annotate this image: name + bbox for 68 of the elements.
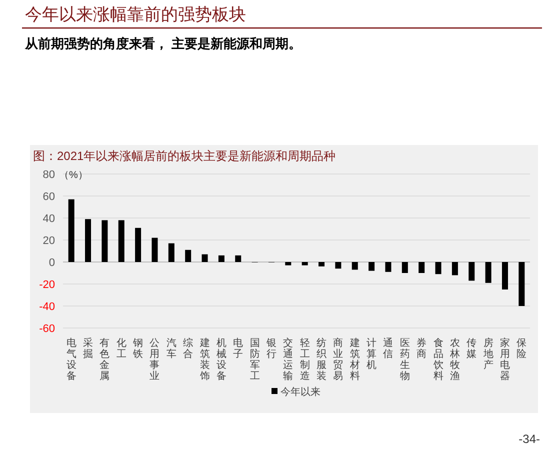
y-tick-label: 40 xyxy=(42,213,55,225)
x-tick-label: 公用事业 xyxy=(150,337,160,382)
x-tick-label: 采掘 xyxy=(83,337,94,360)
x-tick-label: 医药生物 xyxy=(400,338,410,382)
bar xyxy=(68,199,74,262)
text: -34- xyxy=(518,432,540,446)
chart-title: 今年以来涨幅靠前的强势板块 xyxy=(25,5,246,24)
bar xyxy=(102,220,108,262)
y-tick-label: 80 xyxy=(42,169,55,181)
x-tick-label: 钢铁 xyxy=(132,338,144,360)
x-tick-label: 交通运输 xyxy=(283,337,294,382)
x-tick-label: 家用电器 xyxy=(500,337,510,382)
x-tick-label: 建筑材料 xyxy=(348,337,360,382)
bar xyxy=(118,220,124,262)
y-tick-label: -60 xyxy=(39,323,55,335)
y-tick-label: -40 xyxy=(39,301,55,313)
bar xyxy=(218,255,224,262)
x-tick-label: 轻工制造 xyxy=(300,337,310,382)
x-tick-label: 计算机 xyxy=(366,337,377,371)
y-tick-label: 60 xyxy=(42,191,55,203)
x-tick-label: 房地产 xyxy=(482,337,494,371)
x-tick-label: 券商 xyxy=(416,337,427,360)
x-tick-label: 保险 xyxy=(516,338,527,360)
bar xyxy=(485,262,492,283)
y-axis-title: （%） xyxy=(59,170,88,181)
bar xyxy=(318,262,325,266)
y-tick-label: -20 xyxy=(39,279,55,291)
x-tick-label: 机械设备 xyxy=(216,337,226,382)
bar xyxy=(402,262,408,273)
x-tick-label: 食品饮料 xyxy=(432,337,444,382)
x-tick-label: 有色金属 xyxy=(100,337,110,382)
x-tick-label: 银行 xyxy=(265,338,276,360)
x-tick-label: 商业贸易 xyxy=(333,337,344,382)
y-tick-label: 0 xyxy=(48,257,55,269)
x-tick-label: 综合 xyxy=(183,337,194,360)
bar xyxy=(168,243,174,262)
bar xyxy=(352,262,358,270)
x-tick-label: 化工 xyxy=(116,337,126,360)
x-tick-label: 汽车 xyxy=(166,337,176,360)
x-tick-label: 农林牧渔 xyxy=(448,338,460,382)
bar xyxy=(135,228,142,262)
x-tick-label: 电气设备 xyxy=(66,337,76,382)
bar xyxy=(385,262,392,272)
bar xyxy=(468,262,475,281)
x-tick-label: 国防军工 xyxy=(250,338,260,382)
bar xyxy=(235,255,242,262)
bar xyxy=(452,262,458,276)
bar xyxy=(302,262,308,266)
bar xyxy=(335,262,342,269)
x-tick-label: 传媒 xyxy=(466,338,477,360)
bar xyxy=(285,262,292,266)
legend-label: 今年以来 xyxy=(280,386,320,398)
bar xyxy=(85,219,92,262)
text: 图：2021年以来涨幅居前的板块主要是新能源和周期品种 xyxy=(33,149,336,163)
bar xyxy=(518,262,525,306)
chart-subtitle: 从前期强势的角度来看， 主要是新能源和周期。 xyxy=(24,36,302,51)
x-tick-label: 建筑装饰 xyxy=(198,337,210,382)
y-tick-label: 20 xyxy=(42,235,55,247)
x-tick-label: 通信 xyxy=(383,337,394,360)
bar xyxy=(435,262,442,274)
x-tick-label: 纺织服装 xyxy=(316,337,327,382)
bar xyxy=(202,254,208,262)
bar xyxy=(502,262,508,290)
bar xyxy=(185,250,192,262)
bar xyxy=(368,262,375,271)
bar xyxy=(152,238,158,262)
x-tick-label: 电子 xyxy=(233,337,244,360)
bar xyxy=(418,262,425,273)
